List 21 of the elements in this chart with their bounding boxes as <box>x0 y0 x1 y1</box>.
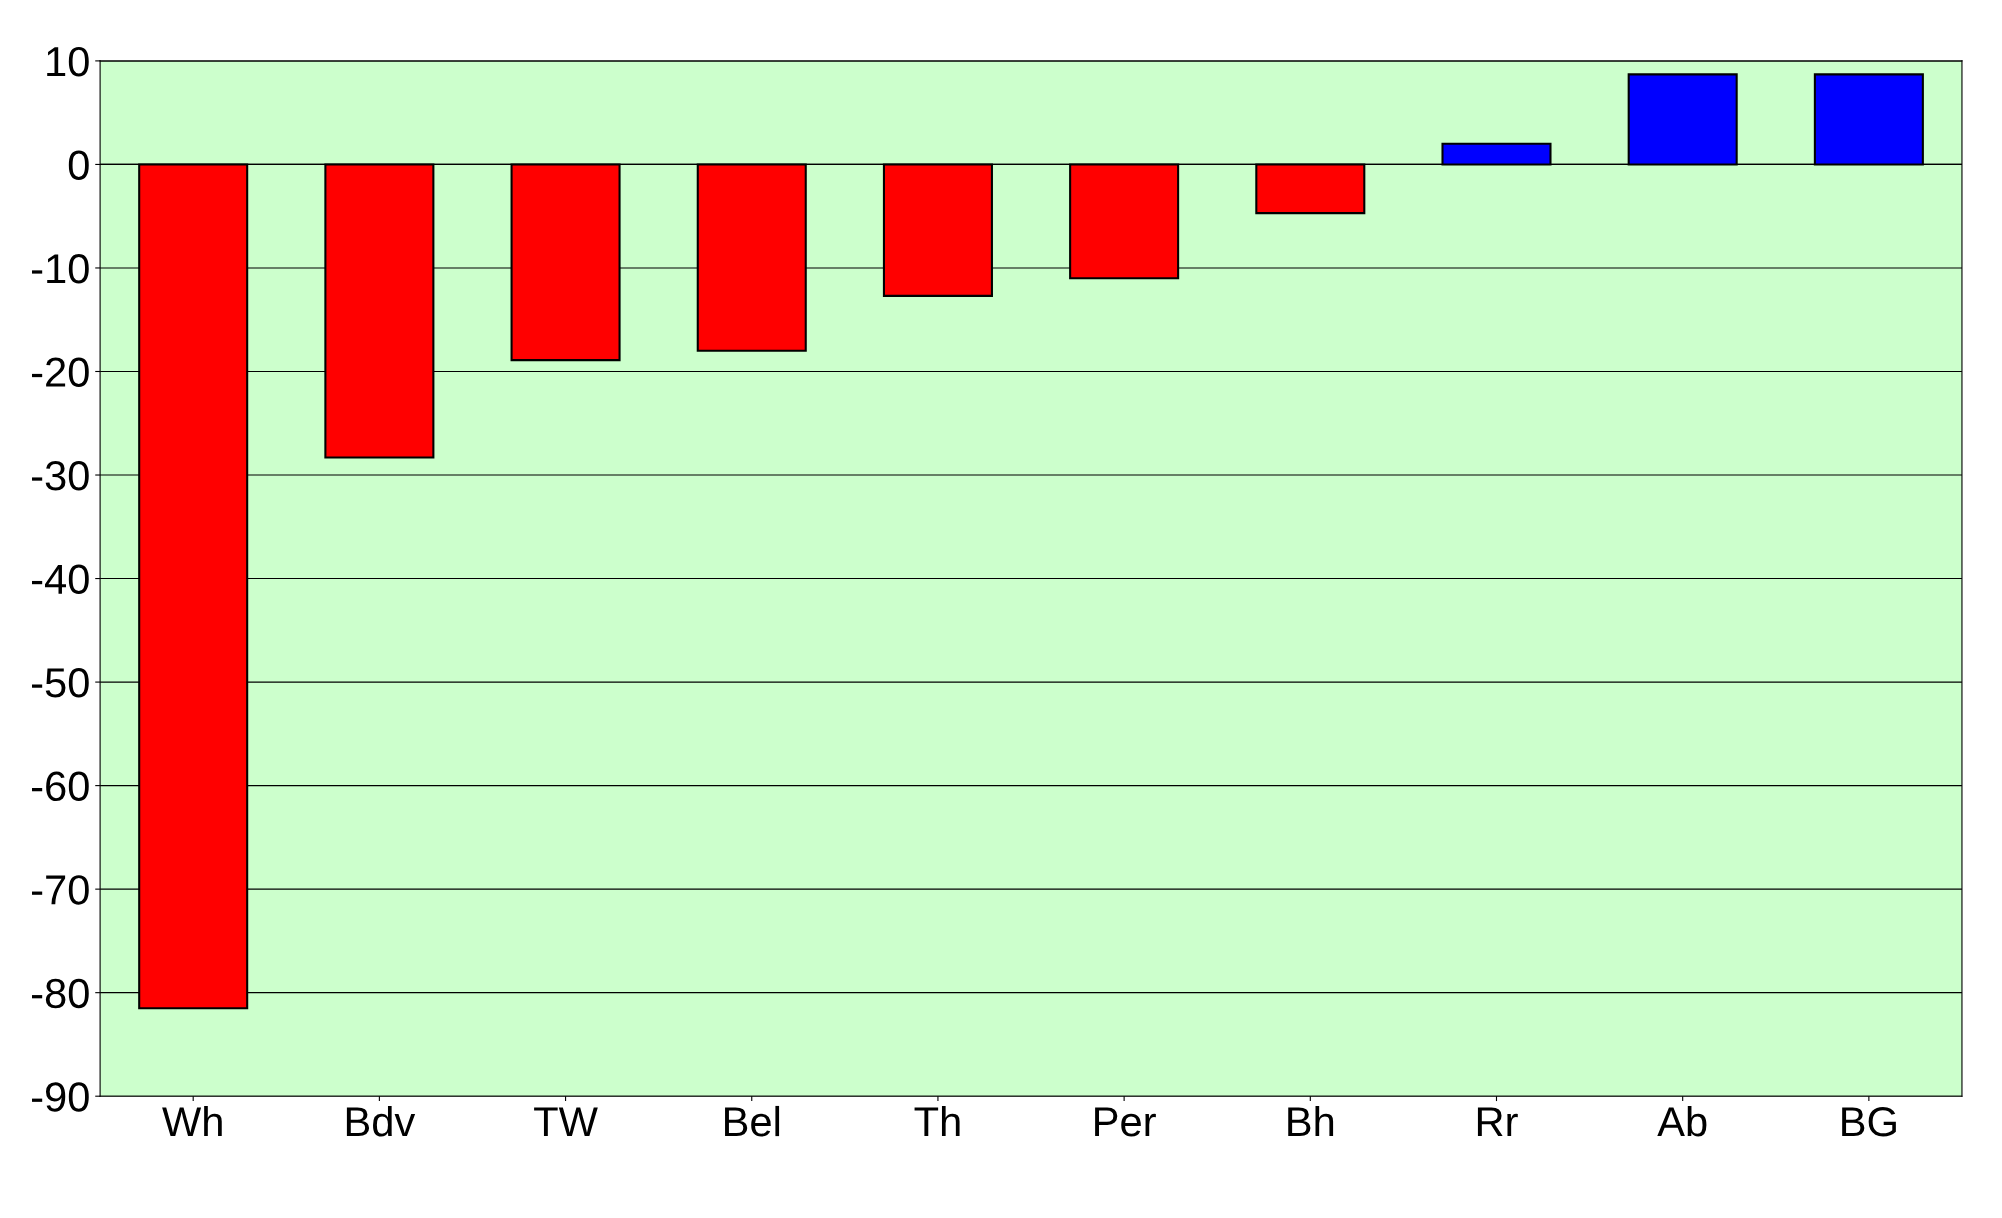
x-tick-label: TW <box>534 1107 598 1137</box>
y-tick-label: -20 <box>32 357 89 387</box>
y-tick-label: -90 <box>32 1082 89 1112</box>
y-tick-label: -10 <box>32 253 89 284</box>
x-tick-label: Bdv <box>346 1105 416 1137</box>
x-tick-label: Wh <box>162 1105 222 1137</box>
y-tick-label: -80 <box>32 978 89 1009</box>
y-tick-label: 10 <box>47 46 89 77</box>
x-tick-label: BG <box>1842 1107 1896 1137</box>
y-tick-label: -50 <box>32 668 89 698</box>
y-tick-label: -60 <box>32 771 89 802</box>
x-tick-label: Bh <box>1288 1105 1334 1137</box>
y-tick-label: -30 <box>32 461 89 491</box>
y-tick-label: -70 <box>32 875 89 905</box>
x-tick-label: Rr <box>1477 1107 1518 1137</box>
y-tick-label: 0 <box>68 150 89 180</box>
x-tick-label: Th <box>914 1105 960 1137</box>
x-tick-label: Bel <box>725 1105 780 1137</box>
x-tick-label: Ab <box>1657 1105 1707 1137</box>
x-tick-label: Per <box>1095 1107 1156 1137</box>
y-tick-label: -40 <box>32 564 89 595</box>
